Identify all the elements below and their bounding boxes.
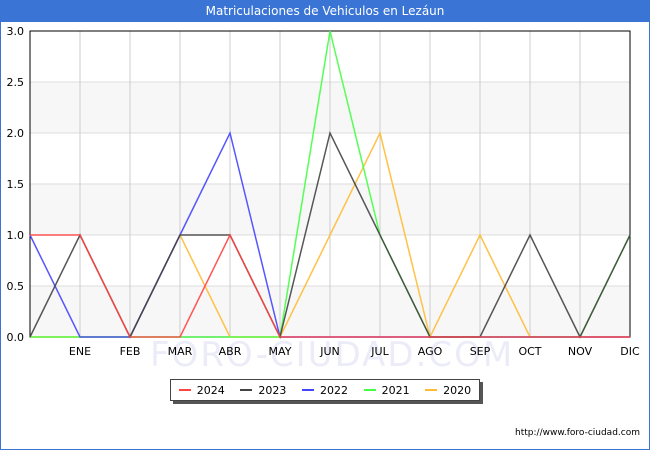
y-tick-label: 3.0 — [7, 25, 25, 38]
legend-label: 2023 — [258, 383, 287, 397]
x-tick-label: MAR — [168, 345, 193, 358]
y-tick-label: 0.0 — [7, 331, 25, 344]
y-tick-label: 2.0 — [7, 127, 25, 140]
y-tick-label: 1.5 — [7, 178, 25, 191]
y-tick-label: 1.0 — [7, 229, 25, 242]
legend-item-2021: 2021 — [363, 383, 410, 397]
x-tick-label: ABR — [219, 345, 242, 358]
y-tick-label: 2.5 — [7, 76, 25, 89]
legend-item-2024: 2024 — [178, 383, 225, 397]
source-url: http://www.foro-ciudad.com — [515, 428, 640, 438]
x-tick-label: MAY — [269, 345, 292, 358]
legend-label: 2021 — [381, 383, 410, 397]
legend-item-2020: 2020 — [425, 384, 471, 397]
legend: 2024 2023 2022 2021 2020 — [170, 379, 480, 401]
x-tick-label: DIC — [620, 345, 640, 358]
legend-swatch — [425, 389, 438, 391]
legend-item-2023: 2023 — [240, 384, 286, 397]
legend-swatch — [363, 389, 376, 391]
x-tick-label: SEP — [470, 345, 491, 358]
x-tick-label: JUL — [370, 345, 389, 358]
legend-swatch — [178, 389, 191, 391]
x-tick-label: NOV — [568, 345, 593, 358]
legend-label: 2022 — [319, 383, 348, 397]
legend-label: 2020 — [443, 383, 472, 397]
legend-swatch — [240, 389, 253, 391]
legend-swatch — [301, 389, 314, 391]
y-tick-label: 0.5 — [7, 280, 25, 293]
x-tick-label: OCT — [518, 345, 541, 358]
x-tick-label: FEB — [120, 345, 141, 358]
x-tick-label: JUN — [319, 345, 340, 358]
watermark: FORO-CIUDAD.COM — [150, 335, 515, 375]
legend-item-2022: 2022 — [301, 383, 348, 397]
chart-title: Matriculaciones de Vehiculos en Lezáun — [0, 0, 650, 22]
x-tick-label: ENE — [69, 345, 91, 358]
x-tick-label: AGO — [418, 345, 443, 358]
series-line-2024 — [30, 233, 630, 338]
legend-label: 2024 — [196, 383, 225, 397]
